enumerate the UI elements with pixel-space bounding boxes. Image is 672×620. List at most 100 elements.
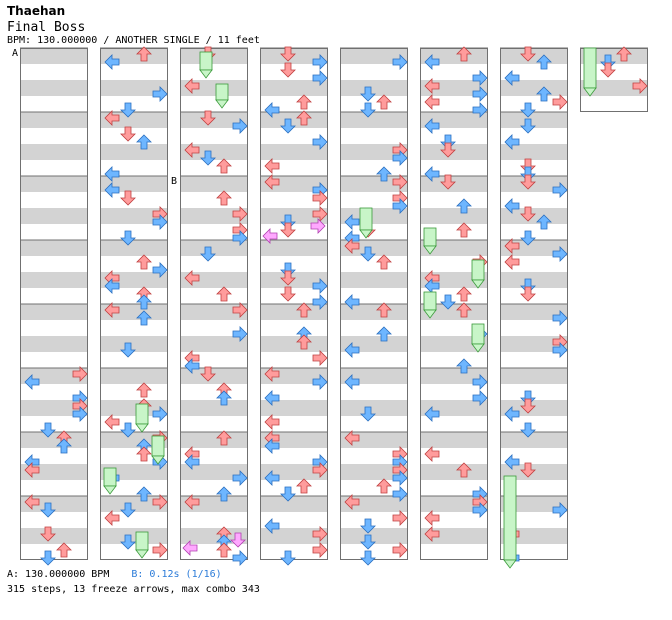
beat-stripe: [180, 48, 248, 64]
beat-stripe: [260, 64, 328, 80]
beat-stripe: [180, 240, 248, 256]
beat-stripe: [260, 336, 328, 352]
left-arrow-icon: [262, 228, 278, 244]
right-arrow-icon: [392, 486, 408, 502]
down-arrow-icon: [520, 286, 536, 302]
beat-stripe: [500, 272, 568, 288]
beat-stripe: [260, 192, 328, 208]
left-arrow-icon: [424, 446, 440, 462]
beat-stripe: [420, 224, 488, 240]
down-arrow-icon: [520, 158, 536, 174]
down-arrow-icon: [120, 342, 136, 358]
freeze-arrow-icon: [215, 83, 229, 101]
down-arrow-icon: [280, 46, 296, 62]
beat-stripe: [420, 336, 488, 352]
right-arrow-icon: [392, 174, 408, 190]
down-arrow-icon: [520, 46, 536, 62]
freeze-head-icon: [359, 229, 373, 239]
right-arrow-icon: [312, 54, 328, 70]
beat-stripe: [420, 480, 488, 496]
beat-stripe: [20, 512, 88, 528]
right-arrow-icon: [72, 406, 88, 422]
left-arrow-icon: [424, 166, 440, 182]
up-arrow-icon: [56, 438, 72, 454]
beat-stripe: [500, 144, 568, 160]
beat-stripe: [180, 416, 248, 432]
freeze-arrow-icon: [199, 51, 213, 71]
left-arrow-icon: [104, 302, 120, 318]
beat-stripe: [20, 336, 88, 352]
column-border: [100, 48, 168, 560]
column-border: [500, 48, 568, 560]
beat-stripe: [100, 480, 168, 496]
beat-stripe: [420, 368, 488, 384]
left-arrow-icon: [424, 54, 440, 70]
beat-stripe: [580, 64, 648, 80]
beat-stripe: [100, 544, 168, 560]
beat-stripe: [100, 336, 168, 352]
beat-stripe: [180, 432, 248, 448]
beat-stripe: [420, 128, 488, 144]
beat-stripe: [100, 64, 168, 80]
beat-stripe: [100, 240, 168, 256]
beat-stripe: [20, 192, 88, 208]
left-arrow-icon: [504, 406, 520, 422]
down-arrow-icon: [280, 270, 296, 286]
beat-stripe: [20, 224, 88, 240]
beat-stripe: [180, 336, 248, 352]
beat-stripe: [20, 272, 88, 288]
down-arrow-icon: [520, 118, 536, 134]
beat-stripe: [20, 176, 88, 192]
left-arrow-icon: [104, 54, 120, 70]
beat-stripe: [500, 304, 568, 320]
down-arrow-icon: [600, 54, 616, 70]
right-arrow-icon: [232, 118, 248, 134]
beat-stripe: [340, 480, 408, 496]
beat-stripe: [580, 80, 648, 96]
beat-stripe: [500, 288, 568, 304]
up-arrow-icon: [296, 478, 312, 494]
beat-stripe: [420, 544, 488, 560]
left-arrow-icon: [264, 390, 280, 406]
beat-stripe: [180, 224, 248, 240]
beat-stripe: [500, 112, 568, 128]
beat-stripe: [260, 448, 328, 464]
beat-stripe: [260, 320, 328, 336]
freeze-arrow-icon: [423, 227, 437, 247]
down-arrow-icon: [280, 214, 296, 230]
down-arrow-icon: [440, 174, 456, 190]
freeze-arrow-icon: [423, 291, 437, 311]
beat-stripe: [260, 48, 328, 64]
left-arrow-icon: [504, 70, 520, 86]
down-arrow-icon: [40, 422, 56, 438]
up-arrow-icon: [216, 158, 232, 174]
beat-stripe: [20, 112, 88, 128]
freeze-head-icon: [503, 559, 517, 569]
down-arrow-icon: [280, 222, 296, 238]
beat-stripe: [500, 224, 568, 240]
beat-stripe: [20, 480, 88, 496]
song-artist: Thaehan: [7, 4, 66, 18]
up-arrow-icon: [296, 334, 312, 350]
beat-stripe: [20, 128, 88, 144]
down-arrow-icon: [360, 550, 376, 566]
down-arrow-icon: [440, 294, 456, 310]
up-arrow-icon: [536, 86, 552, 102]
beat-stripe: [340, 128, 408, 144]
beat-stripe: [20, 96, 88, 112]
up-arrow-icon: [456, 46, 472, 62]
beat-stripe: [260, 128, 328, 144]
beat-stripe: [180, 480, 248, 496]
beat-stripe: [340, 160, 408, 176]
beat-stripe: [420, 352, 488, 368]
beat-stripe: [20, 528, 88, 544]
down-arrow-icon: [280, 286, 296, 302]
beat-stripe: [340, 448, 408, 464]
beat-stripe: [500, 384, 568, 400]
down-arrow-icon: [280, 486, 296, 502]
right-arrow-icon: [552, 310, 568, 326]
beat-stripe: [500, 160, 568, 176]
down-arrow-icon: [520, 398, 536, 414]
beat-stripe: [100, 128, 168, 144]
